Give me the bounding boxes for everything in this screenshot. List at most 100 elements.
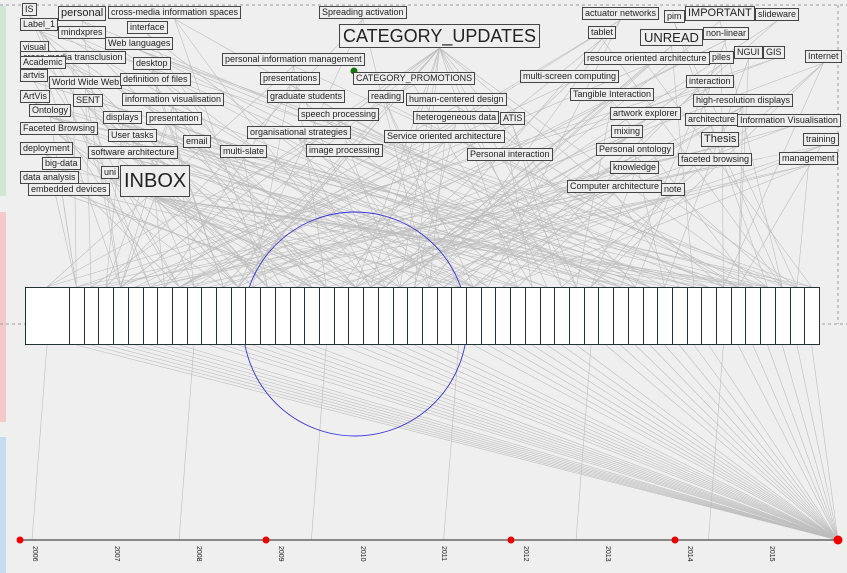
tag-label[interactable]: multi-screen computing — [520, 70, 620, 83]
tag-label[interactable]: knowledge — [610, 161, 660, 174]
document-cell[interactable] — [348, 287, 365, 345]
tag-label[interactable]: tablet — [588, 26, 617, 39]
tag-label[interactable]: Thesis — [701, 132, 740, 147]
inbox-label[interactable]: INBOX — [120, 165, 191, 197]
tag-label[interactable]: Academic — [20, 56, 66, 69]
tag-label[interactable]: graduate students — [267, 90, 346, 103]
document-cell[interactable] — [686, 287, 703, 345]
document-cell[interactable] — [25, 287, 70, 345]
tag-label[interactable]: mixing — [611, 125, 644, 138]
document-cell[interactable] — [466, 287, 482, 345]
tag-label[interactable]: SENT — [73, 94, 104, 107]
tag-label[interactable]: software architecture — [88, 146, 178, 159]
tag-label[interactable]: Service oriented architecture — [384, 130, 505, 143]
tag-label[interactable]: piles — [709, 51, 734, 64]
tag-label[interactable]: faceted browsing — [678, 153, 753, 166]
document-cell[interactable] — [245, 287, 262, 345]
unread-label[interactable]: UNREAD — [640, 29, 703, 46]
document-cell[interactable] — [113, 287, 129, 345]
document-cell[interactable] — [142, 287, 159, 345]
tag-label[interactable]: ATIS — [500, 112, 526, 125]
document-cell[interactable] — [333, 287, 350, 345]
tag-label[interactable]: resource oriented architecture — [584, 52, 710, 65]
tag-label[interactable]: Ontology — [29, 104, 72, 117]
tag-label[interactable]: architecture — [685, 113, 739, 126]
tag-label[interactable]: IS — [22, 3, 37, 16]
tag-label[interactable]: non-linear — [703, 27, 750, 40]
document-cell[interactable] — [583, 287, 600, 345]
document-cell[interactable] — [774, 287, 791, 345]
tag-label[interactable]: cross-media information spaces — [108, 6, 242, 19]
timeline-event-dot[interactable] — [671, 536, 679, 544]
tag-label[interactable]: artwork explorer — [610, 107, 681, 120]
tag-label[interactable]: interface — [127, 21, 168, 34]
tag-label[interactable]: actuator networks — [582, 7, 660, 20]
document-cell[interactable] — [436, 287, 453, 345]
document-cell[interactable] — [789, 287, 806, 345]
tag-label[interactable]: mindxpres — [58, 26, 106, 39]
timeline-event-dot[interactable] — [507, 536, 515, 544]
tag-label[interactable]: ArtVis — [20, 90, 50, 103]
tag-label[interactable]: uni — [101, 166, 120, 179]
document-cell[interactable] — [642, 287, 659, 345]
document-cell[interactable] — [598, 287, 615, 345]
document-cell[interactable] — [363, 287, 379, 345]
tag-label[interactable]: Information Visualisation — [737, 114, 841, 127]
tag-label[interactable]: IMPORTANT — [685, 6, 755, 21]
document-cell[interactable] — [569, 287, 585, 345]
tag-label[interactable]: management — [779, 152, 838, 165]
timeline-event-dot[interactable] — [16, 536, 24, 544]
document-cell[interactable] — [377, 287, 394, 345]
document-cell[interactable] — [69, 287, 85, 345]
tag-label[interactable]: high-resolution displays — [693, 94, 794, 107]
tag-label[interactable]: desktop — [133, 57, 171, 70]
tag-label[interactable]: presentations — [260, 72, 321, 85]
document-cell[interactable] — [716, 287, 732, 345]
tag-label[interactable]: training — [803, 133, 839, 146]
document-cell[interactable] — [613, 287, 629, 345]
document-cell[interactable] — [230, 287, 247, 345]
tag-label[interactable]: Computer architecture — [567, 180, 663, 193]
tag-label[interactable]: artvis — [20, 69, 48, 82]
tag-label[interactable]: Label_1 — [20, 18, 59, 31]
tag-label[interactable]: User tasks — [108, 129, 157, 142]
document-cell[interactable] — [701, 287, 718, 345]
document-cell[interactable] — [745, 287, 762, 345]
tag-label[interactable]: slideware — [755, 8, 800, 21]
document-cell[interactable] — [216, 287, 232, 345]
document-cell[interactable] — [627, 287, 644, 345]
tag-label[interactable]: big-data — [42, 157, 81, 170]
tag-label[interactable]: image processing — [306, 144, 383, 157]
document-cell[interactable] — [539, 287, 556, 345]
document-cell[interactable] — [289, 287, 306, 345]
tag-label[interactable]: World Wide Web — [49, 76, 123, 89]
tag-label[interactable]: Tangible Interaction — [570, 88, 655, 101]
tag-label[interactable]: Web languages — [105, 37, 174, 50]
tag-label[interactable]: speech processing — [298, 108, 380, 121]
tag-label[interactable]: Internet — [805, 50, 842, 63]
timeline-event-dot[interactable] — [262, 536, 270, 544]
tag-label[interactable]: Faceted Browsing — [20, 122, 99, 135]
tag-label[interactable]: Personal interaction — [467, 148, 553, 161]
category-updates-label[interactable]: CATEGORY_UPDATES — [339, 24, 541, 48]
tag-label[interactable]: Personal ontology — [596, 143, 675, 156]
document-cell[interactable] — [319, 287, 335, 345]
timeline-event-dot[interactable] — [833, 535, 843, 545]
tag-label[interactable]: heterogeneous data — [413, 111, 500, 124]
document-cell[interactable] — [392, 287, 409, 345]
document-cell[interactable] — [495, 287, 512, 345]
document-cell[interactable] — [171, 287, 188, 345]
tag-label[interactable]: presentation — [146, 112, 202, 125]
document-cell[interactable] — [407, 287, 423, 345]
document-cell[interactable] — [127, 287, 144, 345]
document-cell[interactable] — [524, 287, 541, 345]
document-cell[interactable] — [98, 287, 115, 345]
document-cell[interactable] — [554, 287, 570, 345]
tag-label[interactable]: interaction — [686, 75, 734, 88]
tag-label[interactable]: definition of files — [120, 73, 191, 86]
tag-label[interactable]: deployment — [20, 142, 73, 155]
document-cell[interactable] — [304, 287, 320, 345]
tag-label[interactable]: pim — [664, 10, 685, 23]
document-cell[interactable] — [730, 287, 747, 345]
tag-label[interactable]: embedded devices — [28, 183, 110, 196]
